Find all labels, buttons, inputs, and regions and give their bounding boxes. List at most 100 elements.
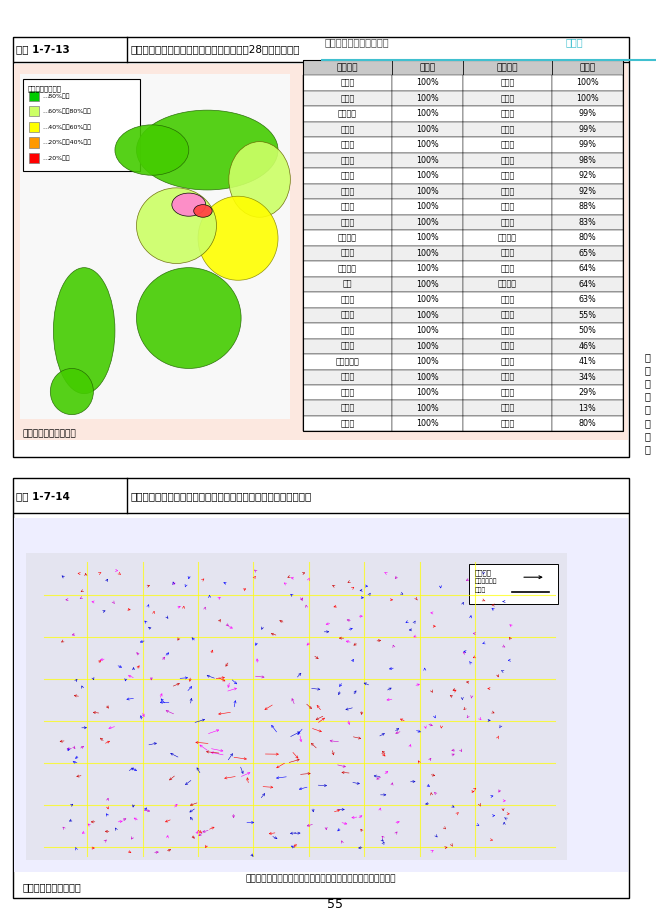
Text: 92%: 92% (579, 171, 597, 180)
Ellipse shape (50, 368, 94, 415)
Bar (29, 91, 39, 101)
Bar (553, 245, 623, 261)
Text: 山都町: 山都町 (500, 342, 514, 351)
Text: 100%: 100% (416, 373, 439, 382)
Text: 市町村名: 市町村名 (337, 63, 358, 72)
Bar (302, 75, 392, 91)
Bar (302, 214, 392, 230)
Text: 熊本県における地籍調査の実施状況（平成28年３月時点）: 熊本県における地籍調査の実施状況（平成28年３月時点） (130, 44, 300, 54)
Bar (469, 563, 558, 604)
Text: 南関町: 南関町 (341, 156, 355, 165)
Text: 菊池市: 菊池市 (500, 265, 514, 273)
Text: 阿蘇市: 阿蘇市 (500, 249, 514, 257)
Text: 41%: 41% (579, 357, 596, 366)
Text: 変動ベクトル: 変動ベクトル (475, 579, 498, 584)
Text: 64%: 64% (579, 265, 596, 273)
Bar (302, 169, 392, 183)
Text: 玉東町: 玉東町 (500, 140, 514, 149)
Text: 100%: 100% (416, 295, 439, 304)
Bar (553, 60, 623, 75)
Text: 小国町: 小国町 (500, 326, 514, 335)
Bar (302, 60, 392, 75)
Bar (463, 416, 553, 431)
Bar (463, 261, 553, 277)
Bar (302, 199, 392, 214)
Text: 球磨村: 球磨村 (341, 342, 355, 351)
Text: 99%: 99% (579, 140, 597, 149)
Text: 美里町: 美里町 (341, 140, 355, 149)
Bar (463, 369, 553, 385)
Bar (302, 60, 623, 431)
Bar (463, 183, 553, 199)
Text: 100%: 100% (416, 388, 439, 398)
Bar (392, 261, 463, 277)
Text: 34%: 34% (579, 373, 596, 382)
Bar (14, 518, 628, 872)
Bar (302, 323, 392, 339)
Bar (463, 277, 553, 292)
Bar (553, 416, 623, 431)
Text: 99%: 99% (579, 125, 597, 134)
Text: 比例尺: 比例尺 (475, 588, 486, 594)
Bar (392, 169, 463, 183)
Bar (463, 245, 553, 261)
Bar (463, 122, 553, 137)
Text: 菊陽町: 菊陽町 (341, 202, 355, 212)
Bar (553, 75, 623, 91)
Text: 100%: 100% (416, 202, 439, 212)
Bar (553, 385, 623, 400)
Text: 64%: 64% (579, 279, 596, 289)
Bar (302, 400, 392, 416)
Text: 進捗率: 進捗率 (579, 63, 595, 72)
Bar (13, 477, 629, 513)
Text: 土
地
に
関
す
る
動
向: 土 地 に 関 す る 動 向 (644, 352, 650, 454)
Text: 資料：国土交通省資料: 資料：国土交通省資料 (23, 882, 82, 892)
Text: 資料：国土交通省資料: 資料：国土交通省資料 (23, 429, 76, 438)
Text: 図表 1-7-13: 図表 1-7-13 (17, 44, 70, 54)
Text: あさぎり町: あさぎり町 (336, 357, 359, 366)
Ellipse shape (172, 193, 206, 216)
Bar (463, 354, 553, 369)
Text: 13%: 13% (579, 404, 596, 413)
Text: 46%: 46% (579, 342, 596, 351)
Bar (302, 153, 392, 169)
Bar (392, 122, 463, 137)
Bar (29, 137, 39, 147)
Bar (14, 64, 628, 440)
Bar (392, 183, 463, 199)
Bar (553, 339, 623, 354)
Text: 【凡例】: 【凡例】 (475, 569, 492, 576)
Bar (392, 230, 463, 245)
Bar (302, 122, 392, 137)
Bar (463, 323, 553, 339)
Text: 錦町: 錦町 (343, 279, 352, 289)
Text: 大津町: 大津町 (341, 187, 355, 196)
Bar (553, 91, 623, 106)
Text: 西原村: 西原村 (500, 187, 514, 196)
Bar (392, 153, 463, 169)
Bar (302, 308, 392, 323)
Bar (553, 323, 623, 339)
Text: 100%: 100% (416, 326, 439, 335)
Bar (463, 199, 553, 214)
Text: 100%: 100% (416, 171, 439, 180)
Bar (553, 400, 623, 416)
Bar (392, 245, 463, 261)
Bar (392, 137, 463, 153)
Text: …20%以上40%未満: …20%以上40%未満 (42, 139, 91, 146)
Text: 荒尾市: 荒尾市 (500, 125, 514, 134)
Bar (463, 385, 553, 400)
Bar (392, 60, 463, 75)
Text: 100%: 100% (416, 311, 439, 320)
Text: 29%: 29% (579, 388, 597, 398)
Text: 人吉市: 人吉市 (341, 79, 355, 87)
Bar (392, 308, 463, 323)
Text: 100%: 100% (416, 79, 439, 87)
Text: 98%: 98% (579, 156, 597, 165)
Bar (553, 122, 623, 137)
Bar (23, 79, 140, 171)
Text: 長洲町: 長洲町 (500, 218, 514, 227)
Text: 御船町: 御船町 (500, 404, 514, 413)
Text: 63%: 63% (579, 295, 596, 304)
Bar (392, 91, 463, 106)
